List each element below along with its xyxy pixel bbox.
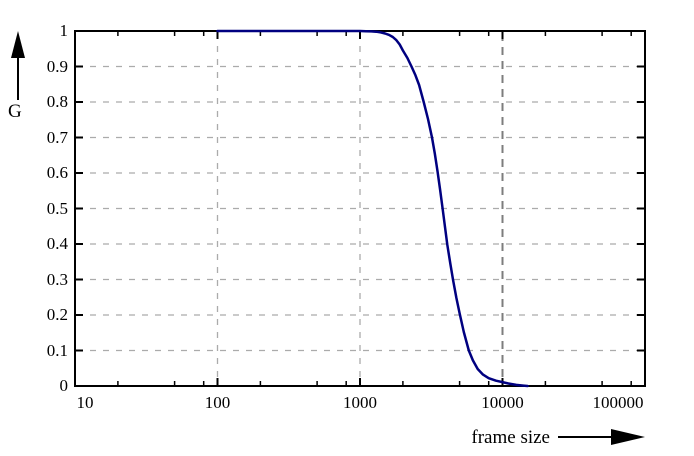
y-tick-label: 0.3 — [46, 269, 68, 289]
y-axis-arrow-icon — [11, 31, 25, 58]
y-tick-label: 0.6 — [46, 163, 68, 182]
y-tick-label: 0.4 — [46, 234, 68, 253]
plot-area — [74, 29, 646, 388]
x-axis-arrow-icon — [611, 429, 645, 445]
x-tick-label: 100000 — [592, 393, 644, 412]
y-tick-label: 0.2 — [46, 305, 68, 324]
y-tick-label: 0.8 — [46, 92, 68, 111]
data-curve — [216, 29, 529, 388]
y-tick-label: 0.1 — [46, 340, 68, 360]
x-tick-label: 1000 — [343, 393, 377, 412]
x-tick-label: 100 — [204, 393, 231, 412]
y-axis-arrow-line — [17, 54, 19, 100]
x-tick-label: 10 — [76, 393, 94, 412]
y-tick-label: 0.9 — [46, 56, 68, 76]
y-tick-label: 1 — [59, 21, 69, 40]
y-tick-label: 0.5 — [46, 198, 68, 218]
y-axis-label: G — [8, 101, 22, 122]
x-axis-label: frame size — [471, 427, 550, 448]
x-axis-arrow-line — [558, 436, 622, 438]
x-tick-label: 10000 — [481, 393, 524, 412]
plot-canvas — [74, 29, 646, 388]
y-tick-label: 0.7 — [46, 127, 68, 147]
y-tick-label: 0 — [59, 376, 69, 395]
